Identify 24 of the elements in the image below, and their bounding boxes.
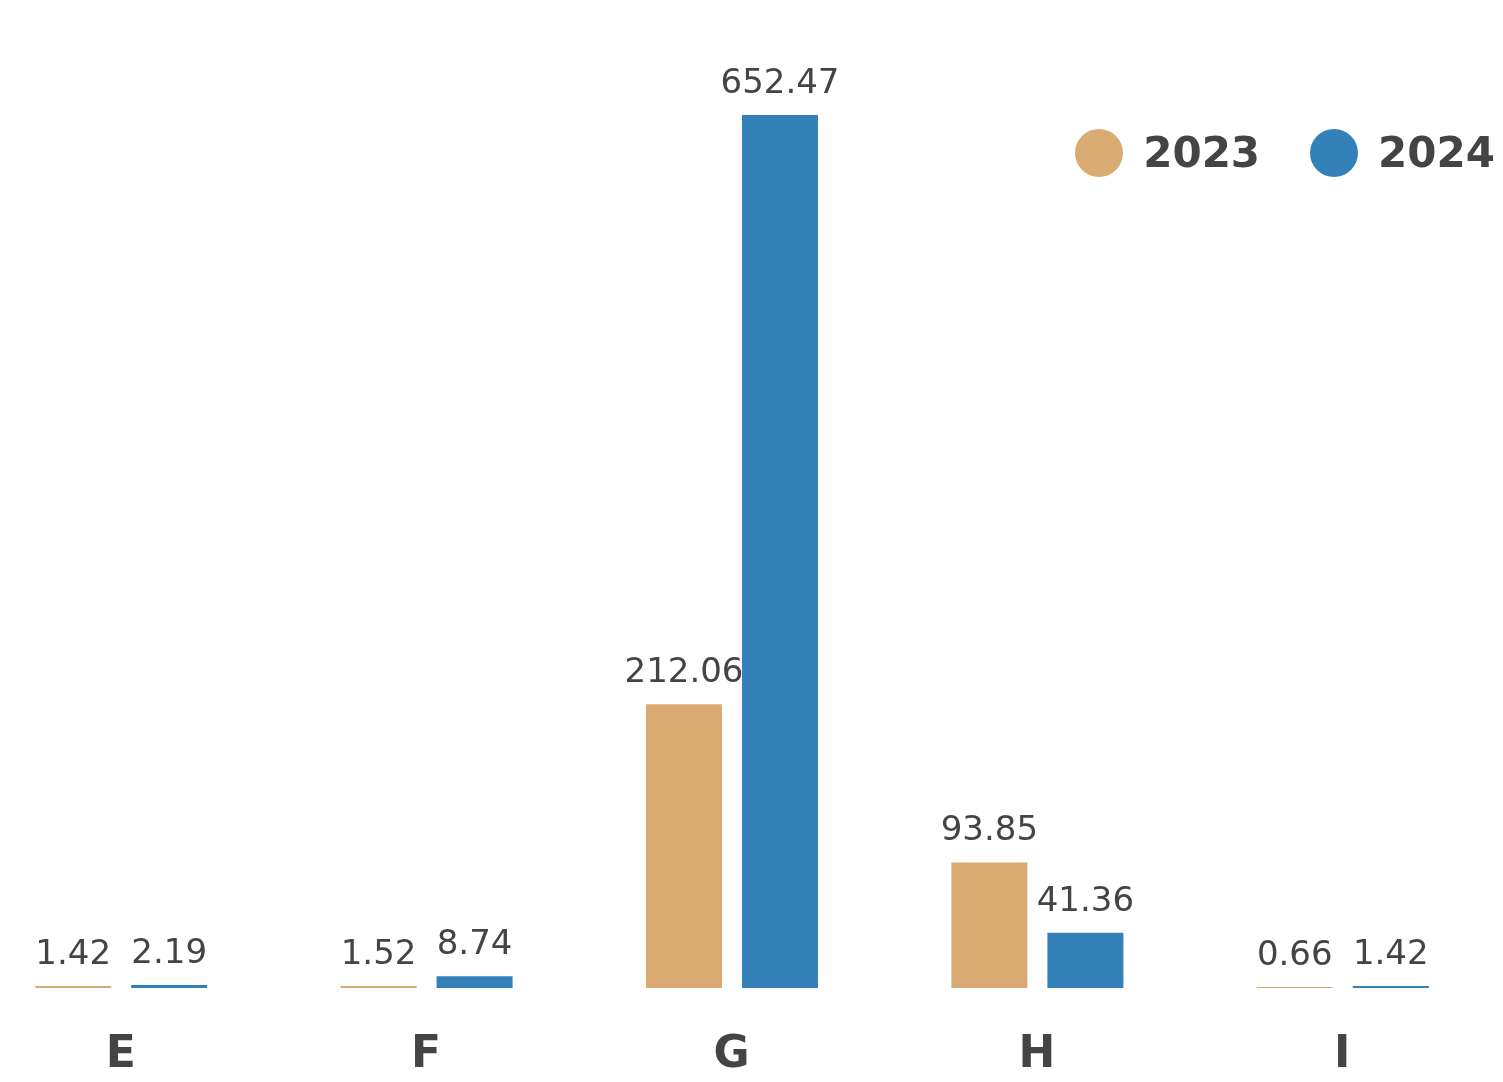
- x-tick-label: I: [1334, 1026, 1351, 1078]
- x-tick-label: E: [105, 1026, 136, 1078]
- data-label: 212.06: [624, 650, 744, 691]
- x-tick-label: G: [713, 1026, 750, 1078]
- data-label: 93.85: [940, 808, 1039, 849]
- data-label: 8.74: [436, 922, 513, 963]
- bar: [340, 985, 417, 988]
- x-tick-label: H: [1018, 1026, 1056, 1078]
- bar: [131, 985, 208, 988]
- legend-label: 2024: [1378, 128, 1495, 177]
- data-label: 41.36: [1036, 878, 1135, 919]
- bar: [741, 115, 818, 988]
- data-label: 1.42: [35, 932, 112, 973]
- legend-label: 2023: [1143, 128, 1261, 177]
- bar: [645, 704, 722, 988]
- data-label: 652.47: [720, 61, 840, 101]
- x-tick-label: F: [411, 1026, 442, 1078]
- bar: [436, 976, 513, 988]
- data-label: 2.19: [131, 931, 208, 972]
- data-label: 0.66: [1256, 933, 1333, 974]
- data-label: 1.42: [1352, 932, 1429, 973]
- data-label: 1.52: [340, 931, 417, 972]
- bar: [1047, 932, 1124, 988]
- bar: [951, 862, 1028, 988]
